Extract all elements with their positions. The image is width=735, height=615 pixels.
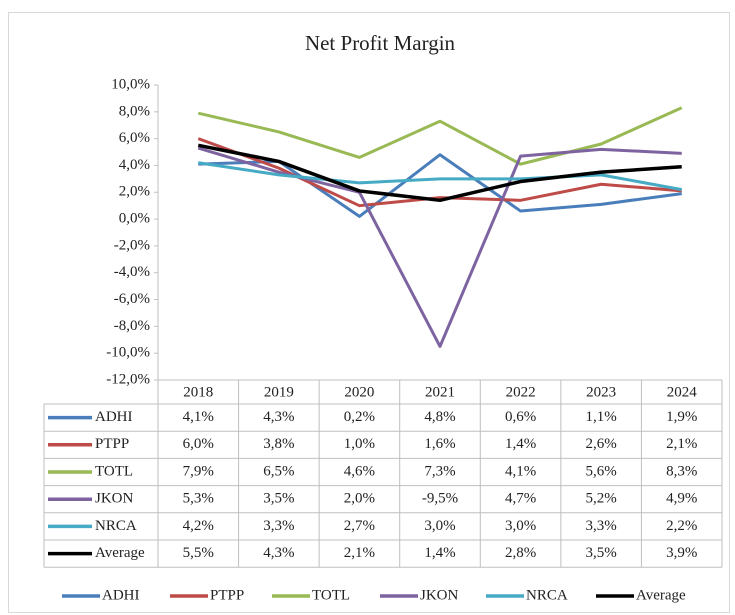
legend-label: ADHI	[102, 587, 140, 603]
table-cell: 5,3%	[183, 491, 214, 507]
table-cell: -9,5%	[422, 491, 458, 507]
series-line	[197, 143, 682, 203]
table-cell: 1,1%	[586, 409, 617, 425]
y-tick-label: 2,0%	[119, 184, 150, 200]
table-cell: 4,1%	[505, 463, 536, 479]
table-cell: 4,7%	[505, 491, 536, 507]
y-tick-label: 0,0%	[119, 211, 150, 227]
table-cell: 1,0%	[344, 436, 375, 452]
x-tick-label: 2022	[506, 384, 536, 400]
table-cell: 2,2%	[666, 518, 697, 534]
y-tick-label: 4,0%	[119, 157, 150, 173]
x-tick-label: 2019	[264, 384, 294, 400]
series-line	[197, 106, 683, 166]
table-row-label: NRCA	[95, 518, 137, 534]
table-cell: 7,3%	[424, 463, 455, 479]
legend-label: Average	[636, 587, 686, 603]
table-cell: 1,4%	[424, 545, 455, 561]
table-cell: 2,7%	[344, 518, 375, 534]
table-cell: 0,2%	[344, 409, 375, 425]
table-cell: 2,1%	[666, 436, 697, 452]
table-cell: 6,5%	[263, 463, 294, 479]
x-tick-label: 2021	[425, 384, 455, 400]
table-cell: 2,8%	[505, 545, 536, 561]
table-cell: 5,6%	[586, 463, 617, 479]
table-cell: 4,8%	[424, 409, 455, 425]
table-cell: 3,0%	[505, 518, 536, 534]
table-cell: 3,5%	[586, 545, 617, 561]
y-tick-label: 8,0%	[119, 103, 150, 119]
x-tick-label: 2023	[586, 384, 616, 400]
y-tick-label: -4,0%	[114, 264, 150, 280]
table-cell: 4,2%	[183, 518, 214, 534]
table-cell: 3,3%	[586, 518, 617, 534]
table-cell: 4,3%	[263, 409, 294, 425]
legend-label: NRCA	[526, 587, 568, 603]
series-line	[197, 146, 682, 348]
table-cell: 1,9%	[666, 409, 697, 425]
y-tick-label: -10,0%	[106, 345, 150, 361]
y-tick-label: -6,0%	[114, 291, 150, 307]
y-tick-label: 10,0%	[111, 76, 150, 92]
table-cell: 7,9%	[183, 463, 214, 479]
x-tick-label: 2020	[344, 384, 374, 400]
table-cell: 3,8%	[263, 436, 294, 452]
table-cell: 8,3%	[666, 463, 697, 479]
table-cell: 5,2%	[586, 491, 617, 507]
table-cell: 4,9%	[666, 491, 697, 507]
series-line	[197, 137, 682, 208]
x-tick-label: 2024	[667, 384, 698, 400]
table-cell: 3,3%	[263, 518, 294, 534]
table-row-label: Average	[95, 545, 145, 561]
table-cell: 2,6%	[586, 436, 617, 452]
table-cell: 0,6%	[505, 409, 536, 425]
table-cell: 2,1%	[344, 545, 375, 561]
chart-title: Net Profit Margin	[305, 31, 456, 55]
x-tick-label: 2018	[183, 384, 213, 400]
legend-label: PTPP	[210, 587, 244, 603]
y-tick-label: -8,0%	[114, 318, 150, 334]
table-row-label: ADHI	[95, 409, 133, 425]
y-tick-label: -12,0%	[106, 371, 150, 387]
legend-label: JKON	[420, 587, 459, 603]
table-cell: 2,0%	[344, 491, 375, 507]
table-cell: 4,3%	[263, 545, 294, 561]
table-cell: 3,5%	[263, 491, 294, 507]
table-cell: 1,6%	[424, 436, 455, 452]
y-tick-label: 6,0%	[119, 130, 150, 146]
series-line	[198, 161, 682, 192]
table-cell: 3,0%	[424, 518, 455, 534]
table-cell: 5,5%	[183, 545, 214, 561]
table-row-label: TOTL	[95, 463, 133, 479]
legend-label: TOTL	[312, 587, 350, 603]
table-cell: 3,9%	[666, 545, 697, 561]
table-cell: 4,1%	[183, 409, 214, 425]
table-cell: 4,6%	[344, 463, 375, 479]
table-row-label: JKON	[95, 491, 134, 507]
y-tick-label: -2,0%	[114, 237, 150, 253]
table-cell: 1,4%	[505, 436, 536, 452]
table-row-label: PTPP	[95, 436, 129, 452]
table-cell: 6,0%	[183, 436, 214, 452]
